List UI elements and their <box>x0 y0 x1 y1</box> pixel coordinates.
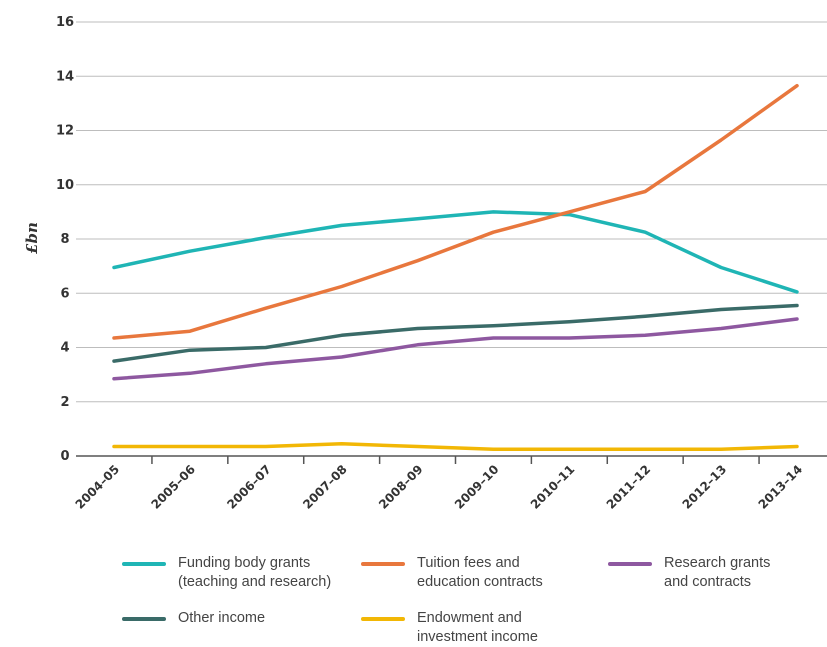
x-tick-label: 2009–10 <box>452 462 502 512</box>
x-tick-label: 2008–09 <box>376 462 426 512</box>
y-tick-label: 0 <box>60 449 69 464</box>
y-tick-label: 8 <box>60 232 69 247</box>
x-tick-label: 2012–13 <box>680 462 730 512</box>
series-line-2 <box>112 317 799 381</box>
x-axis: 2004–05 2005–06 2006–07 2007–08 2008–09 2009–… <box>73 455 827 512</box>
x-tick-label: 2011–12 <box>604 462 654 512</box>
series-line-0 <box>112 210 799 294</box>
x-tick-label: 2005–06 <box>148 462 198 512</box>
y-tick-label: 16 <box>56 15 74 30</box>
series-line-3 <box>112 303 799 363</box>
y-tick-label: 4 <box>60 341 69 356</box>
x-tick-label: 2004–05 <box>73 462 123 512</box>
x-tick-label: 2006–07 <box>224 462 274 512</box>
x-tick-label: 2013–14 <box>756 462 806 512</box>
y-tick-label: 10 <box>56 178 74 193</box>
series-line-4 <box>112 442 799 451</box>
grid-lines <box>76 21 827 403</box>
y-tick-label: 14 <box>56 69 74 84</box>
y-tick-label: 12 <box>56 124 74 139</box>
y-tick-label: 6 <box>60 286 69 301</box>
y-axis-label: £bn <box>23 222 41 254</box>
y-tick-label: 2 <box>60 395 69 410</box>
y-tick-labels: 0 2 4 6 8 10 12 14 16 <box>56 15 74 464</box>
x-tick-label: 2007–08 <box>300 462 350 512</box>
series-lines <box>112 83 799 451</box>
x-tick-label: 2010–11 <box>528 462 578 512</box>
series-line-1 <box>112 83 799 340</box>
